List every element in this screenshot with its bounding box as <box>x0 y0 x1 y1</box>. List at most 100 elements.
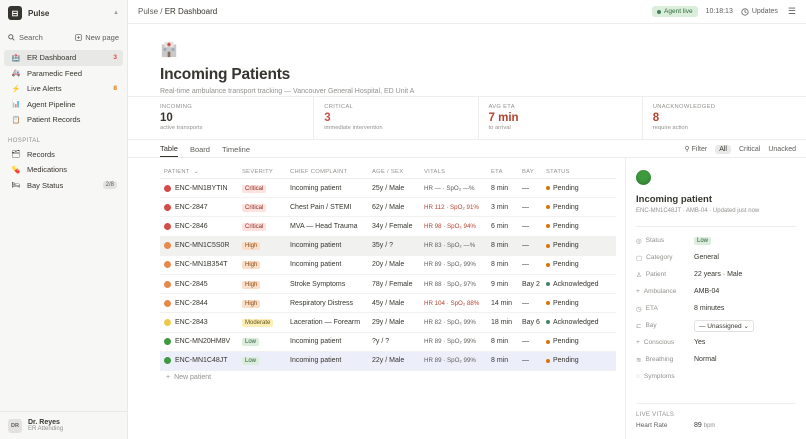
breathing-value[interactable]: Normal <box>694 356 717 363</box>
filter-critical[interactable]: Critical <box>738 145 761 153</box>
status-value[interactable]: Low <box>694 236 712 245</box>
bay-cell: — <box>522 338 529 346</box>
table-row[interactable]: ENC-2844 High Respiratory Distress 45y / Ma… <box>160 294 616 314</box>
stat-label: CRITICAL <box>324 104 354 110</box>
status-cell: Pending <box>546 338 616 345</box>
sidebar-item-badge: 3 <box>113 54 117 62</box>
workspace-switcher[interactable]: ⊟ Pulse ▲ <box>0 0 127 26</box>
bay-cell: — <box>522 203 529 211</box>
status-label: Acknowledged <box>553 318 599 326</box>
tab-table[interactable]: Table <box>160 141 178 157</box>
patient-cell: ENC-MN1C48JT <box>160 357 242 365</box>
stat-value: 7 min <box>488 112 519 124</box>
filter-all[interactable]: All <box>715 144 731 154</box>
severity-dot-icon <box>164 299 171 307</box>
filter-button[interactable]: ⚲ Filter <box>685 145 708 153</box>
sidebar-item-paramedic-feed[interactable]: 🚑 Paramedic Feed <box>4 66 123 82</box>
sidebar-item-medications[interactable]: 💊 Medications <box>4 162 123 178</box>
vital-spo2: SpO₂ 97% <box>447 280 476 288</box>
bay-cell: Bay 2 <box>522 280 540 288</box>
patient-id: ENC-MN1C5S0R <box>175 242 230 250</box>
prop-key: ≋ Breathing <box>636 356 694 364</box>
status-label: Pending <box>553 184 579 192</box>
menu-icon[interactable]: ☰ <box>787 6 796 16</box>
patient-id: ENC-2843 <box>175 318 208 326</box>
severity-low-icon <box>636 170 651 185</box>
conscious-value[interactable]: Yes <box>694 339 706 346</box>
updates-label: Updates <box>751 8 778 15</box>
new-page-button[interactable]: New page <box>75 33 119 42</box>
updates-button[interactable]: Updates <box>741 7 778 16</box>
ambulance-value[interactable]: AMB-04 <box>694 288 720 295</box>
vitals-cell: HR 88 · SpO₂ 97% <box>424 281 491 288</box>
prop-breathing: ≋ Breathing Normal <box>636 351 796 368</box>
search-button[interactable]: Search <box>8 33 75 42</box>
prop-key-label: Patient <box>645 271 667 278</box>
col-bay[interactable]: BAY <box>522 168 535 175</box>
stat-unacknowledged: UNACKNOWLEDGED 8 require action <box>641 97 806 139</box>
user-profile[interactable]: DR Dr. Reyes ER Attending <box>0 411 128 439</box>
patient-value[interactable]: 22 years · Male <box>694 271 743 278</box>
eta-cell: 8 min <box>491 357 509 365</box>
patients-table: PATIENT ⌄ SEVERITY CHIEF COMPLAINT AGE / … <box>160 165 616 385</box>
status-dot-icon <box>546 282 550 287</box>
prop-key-label: ETA <box>645 305 658 312</box>
table-row[interactable]: ENC-MN1C5S0R High Incoming patient 35y / ? H… <box>160 236 616 256</box>
sidebar-item-agent-pipeline[interactable]: 📊 Agent Pipeline <box>4 97 123 113</box>
vital-spo2: SpO₂ —% <box>446 184 475 192</box>
col-patient[interactable]: PATIENT ⌄ <box>160 169 242 175</box>
col-eta[interactable]: ETA <box>491 168 503 175</box>
tab-board[interactable]: Board <box>189 144 210 154</box>
severity-cell: Low <box>242 357 290 366</box>
breadcrumb-root[interactable]: Pulse <box>138 7 159 16</box>
stat-sub: active transports <box>160 125 203 131</box>
status-label: Pending <box>553 242 579 250</box>
vital-separator: · <box>444 203 451 211</box>
complaint-cell: Incoming patient <box>290 357 342 365</box>
table-row[interactable]: ENC-2847 Critical Chest Pain / STEMI 62y / … <box>160 198 616 218</box>
table-row[interactable]: ENC-2843 Moderate Laceration — Forearm 29y … <box>160 313 616 333</box>
sidebar-item-patient-records[interactable]: 📋 Patient Records <box>4 112 123 128</box>
col-complaint[interactable]: CHIEF COMPLAINT <box>290 168 348 175</box>
filter-unacked[interactable]: Unacked <box>768 145 796 153</box>
breadcrumb-current[interactable]: ER Dashboard <box>164 7 218 16</box>
status-icon: ◎ <box>636 237 642 245</box>
severity-badge: Critical <box>242 222 267 231</box>
user-info: Dr. Reyes ER Attending <box>28 419 63 432</box>
vital-spo2: SpO₂ 99% <box>447 338 476 346</box>
table-row[interactable]: ENC-MN1B354T High Incoming patient 20y / Ma… <box>160 256 616 275</box>
category-value[interactable]: General <box>694 254 719 261</box>
table-row[interactable]: ENC-2846 Critical MVA — Head Trauma 34y / F… <box>160 217 616 237</box>
sidebar-item-live-alerts[interactable]: ⚡ Live Alerts 8 <box>4 81 123 97</box>
col-vitals[interactable]: VITALS <box>424 168 446 175</box>
user-role: ER Attending <box>28 426 64 432</box>
table-row[interactable]: ENC-MN1C48JT Low Incoming patient 22y / Mal… <box>160 351 616 371</box>
bay-select[interactable]: — Unassigned ⌄ <box>694 319 754 332</box>
severity-dot-icon <box>164 338 171 346</box>
prop-key: ◎ Status <box>636 237 694 245</box>
vital-separator: · <box>441 280 448 288</box>
breadcrumb: Pulse / ER Dashboard <box>138 7 652 16</box>
patient-cell: ENC-2845 <box>160 280 242 288</box>
age-sex-cell: 22y / Male <box>372 357 405 365</box>
severity-cell: Critical <box>242 222 290 231</box>
severity-cell: Low <box>242 338 290 347</box>
col-severity[interactable]: SEVERITY <box>242 168 274 175</box>
sidebar-item-bay-status[interactable]: 🛏 Bay Status 2/8 <box>4 178 123 194</box>
vital-spo2: SpO₂ 99% <box>447 357 476 365</box>
stat-value: 10 <box>160 112 173 124</box>
tab-timeline[interactable]: Timeline <box>221 144 251 154</box>
table-row[interactable]: ENC-MN20HM8V Low Incoming patient ?y / ? HR … <box>160 333 616 352</box>
eta-value[interactable]: 8 minutes <box>694 305 725 312</box>
col-age-sex[interactable]: AGE / SEX <box>372 168 404 175</box>
new-patient-label: New patient <box>174 374 212 382</box>
table-row[interactable]: ENC-2845 High Stroke Symptoms 78y / Female H… <box>160 275 616 295</box>
age-sex-cell: 35y / ? <box>372 242 394 250</box>
sidebar-item-records[interactable]: 🗂 Records <box>4 147 123 163</box>
severity-badge: Low <box>242 357 260 366</box>
bay-cell: — <box>522 222 529 230</box>
table-row[interactable]: ENC-MN1BYTIN Critical Incoming patient 25y … <box>160 179 616 199</box>
sidebar-item-er-dashboard[interactable]: 🏥 ER Dashboard 3 <box>4 50 123 66</box>
col-status[interactable]: STATUS <box>546 168 570 175</box>
new-patient-button[interactable]: + New patient <box>160 371 616 385</box>
